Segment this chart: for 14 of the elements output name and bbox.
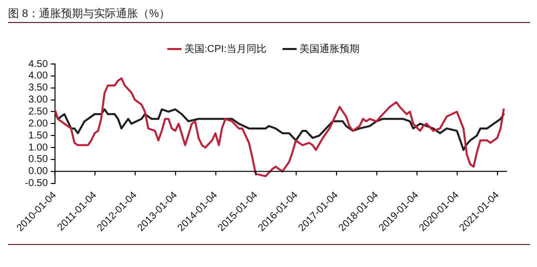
y-tick-label: 1.50 bbox=[28, 130, 48, 142]
legend-label: 美国通胀预期 bbox=[300, 42, 360, 55]
y-tick-label: 3.50 bbox=[28, 82, 48, 94]
y-tick-label: 2.00 bbox=[28, 118, 48, 130]
y-tick-label: 4.50 bbox=[28, 58, 48, 70]
y-tick-label: 0.50 bbox=[28, 154, 48, 166]
chart-title: 图 8：通胀预期与实际通胀（%） bbox=[8, 6, 170, 21]
y-tick-label: 0.00 bbox=[28, 166, 48, 178]
y-tick-label: 1.00 bbox=[28, 142, 48, 154]
y-tick-label: 2.50 bbox=[28, 106, 48, 118]
y-tick-label: 4.00 bbox=[28, 70, 48, 82]
legend-label: 美国:CPI:当月同比 bbox=[184, 42, 267, 55]
y-tick-label: 3.00 bbox=[28, 94, 48, 106]
y-tick-label: -0.50 bbox=[24, 178, 48, 190]
